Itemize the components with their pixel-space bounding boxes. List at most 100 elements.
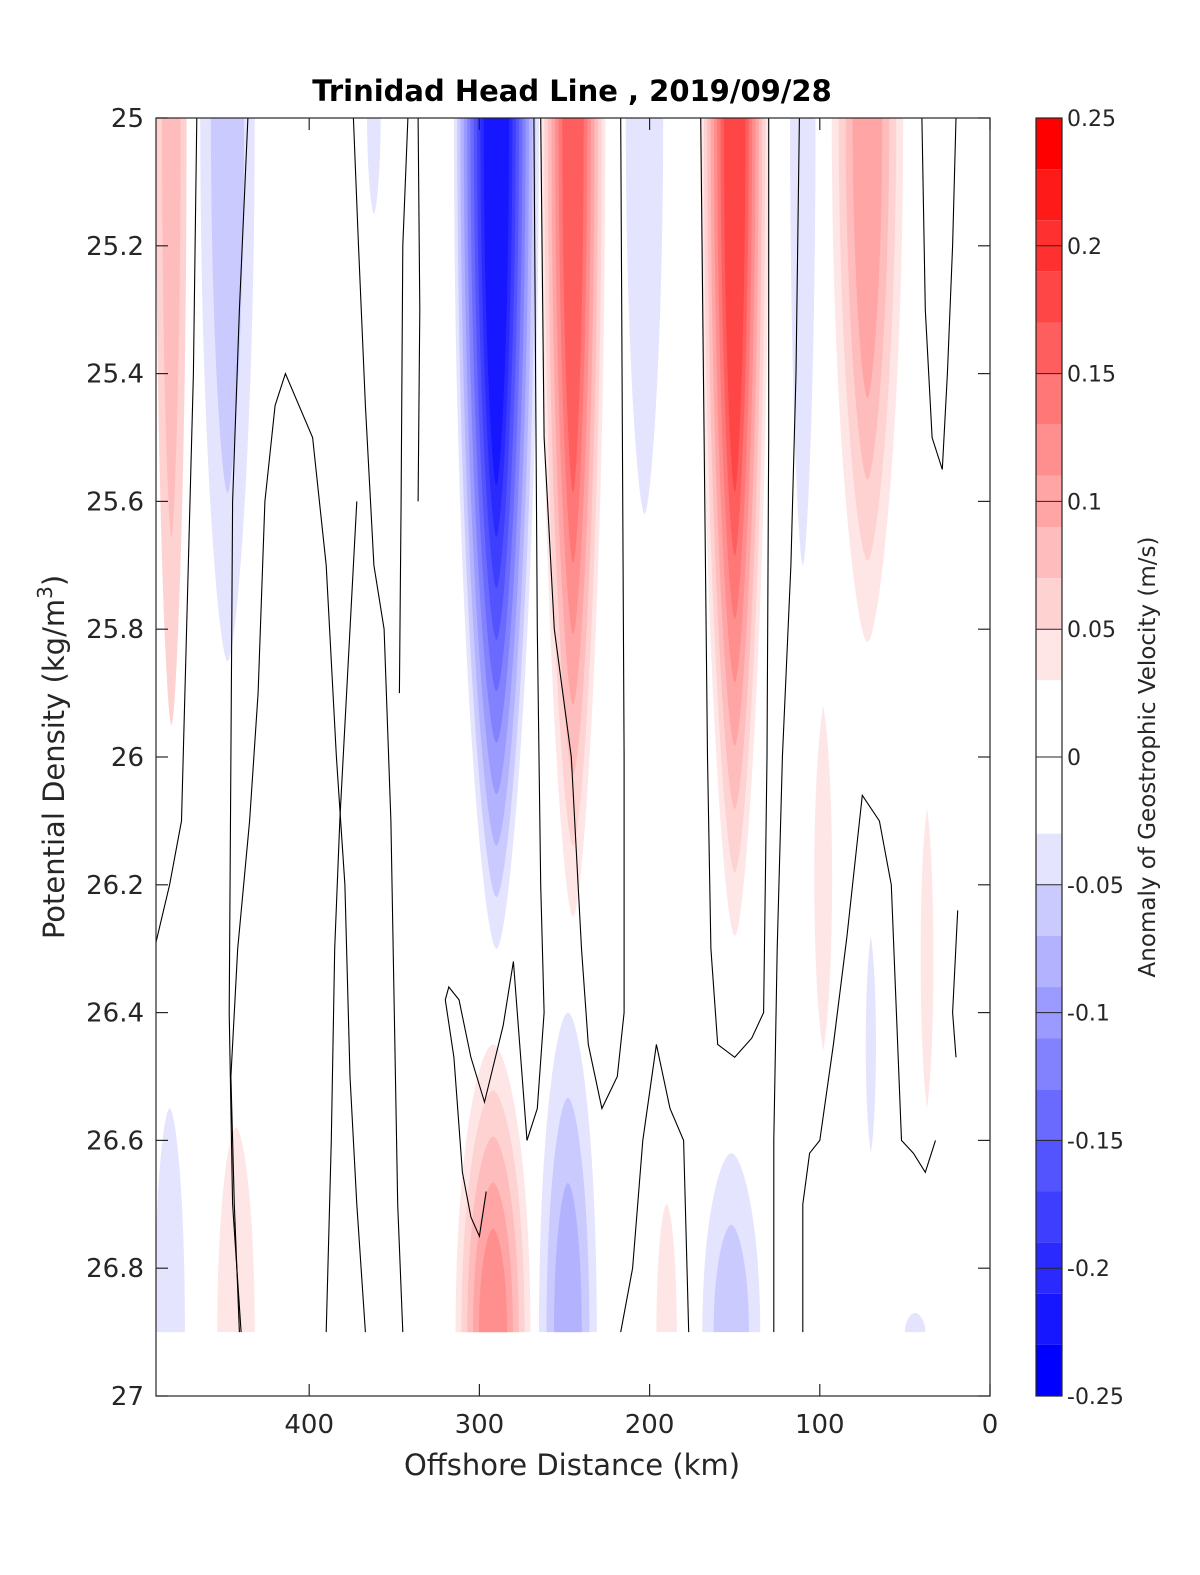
zero-contour-zc-3: [230, 372, 366, 1333]
zero-contour-zc-10: [620, 1044, 690, 1333]
colorbar-band-14: [1036, 935, 1062, 988]
zero-contour-zc-5: [398, 118, 409, 694]
anomaly-level-red-100-mid-0: [814, 705, 833, 1051]
x-tick-label-300: 300: [455, 1410, 505, 1440]
zero-contour-zc-14: [921, 118, 957, 470]
colorbar-band-21: [1036, 1293, 1062, 1345]
x-tick-label-400: 400: [284, 1410, 334, 1440]
x-axis: 400 300 200 100 0: [284, 118, 998, 1440]
anomaly-blue-70-mid: [865, 935, 876, 1154]
anomaly-blue-core-290: [453, 118, 539, 949]
anomaly-fill-layer: [156, 118, 934, 1333]
chart-title: Trinidad Head Line , 2019/09/28: [312, 74, 832, 108]
y-tick-label-26.4: 26.4: [86, 999, 144, 1029]
x-axis-label: Offshore Distance (km): [404, 1448, 740, 1482]
colorbar-band-5: [1036, 373, 1062, 425]
colorbar-tick-label-0.05: 0.05: [1067, 618, 1116, 643]
anomaly-level-red-450-deep-0: [217, 1127, 255, 1333]
anomaly-red-450-deep: [217, 1127, 255, 1333]
colorbar-band-9: [1036, 578, 1062, 630]
colorbar-band-12: [1036, 833, 1062, 885]
zero-contour-zc-9: [540, 118, 625, 1111]
colorbar-band-4: [1036, 322, 1062, 374]
anomaly-red-290-deep: [455, 1044, 531, 1333]
colorbar-band-10: [1036, 629, 1062, 681]
anomaly-level-blue-250-deep-2: [554, 1183, 582, 1333]
y-axis: 25 25.2 25.4 25.6 25.8 26 26.2 26.4 26.6 26.8 27: [86, 104, 990, 1412]
colorbar-band-0: [1036, 118, 1062, 170]
y-tick-label-26.6: 26.6: [86, 1126, 144, 1156]
x-tick-label-100: 100: [795, 1410, 845, 1440]
zero-contour-zc-11: [700, 118, 770, 1059]
colorbar-band-16: [1036, 1038, 1062, 1090]
anomaly-level-red-40-mid-0: [920, 808, 934, 1109]
anomaly-red-edge-top: [156, 118, 187, 726]
colorbar-band-13: [1036, 884, 1062, 936]
zero-contour-zc-6: [325, 501, 358, 1333]
colorbar-tick-label-0: 0: [1067, 746, 1081, 771]
anomaly-level-red-190-deep-0: [656, 1204, 677, 1333]
x-tick-label-200: 200: [625, 1410, 675, 1440]
anomaly-level-red-70-upper-3: [852, 118, 883, 399]
zero-contour-zc-13: [802, 793, 937, 1333]
anomaly-blue-45-deep: [904, 1312, 926, 1333]
colorbar-band-1: [1036, 169, 1062, 221]
anomaly-blue-200-upper: [625, 118, 664, 515]
colorbar-tick-label--0.2: -0.2: [1067, 1257, 1110, 1282]
zero-contour-layer: [156, 118, 959, 1333]
anomaly-level-red-core-245-6: [562, 118, 584, 493]
zero-contour-zc-12: [773, 118, 800, 1333]
anomaly-level-blue-core-290-9: [483, 118, 510, 486]
y-tick-label-26.2: 26.2: [86, 871, 144, 901]
anomaly-level-blue-45-deep-0: [904, 1312, 926, 1333]
colorbar-tick-label-0.1: 0.1: [1067, 490, 1102, 515]
colorbar-tick-label--0.1: -0.1: [1067, 1002, 1110, 1027]
colorbar-band-22: [1036, 1344, 1062, 1396]
colorbar-band-8: [1036, 526, 1062, 579]
colorbar-band-18: [1036, 1140, 1062, 1192]
anomaly-level-blue-360-small-0: [367, 118, 381, 214]
anomaly-red-core-245: [540, 118, 606, 917]
anomaly-red-70-upper: [831, 118, 904, 642]
anomaly-level-blue-480-deep-0: [156, 1108, 185, 1333]
y-tick-label-26.8: 26.8: [86, 1254, 144, 1284]
anomaly-red-40-mid: [920, 808, 934, 1109]
colorbar-tick-label-0.15: 0.15: [1067, 363, 1116, 388]
zero-contour-zc-4: [352, 118, 404, 1333]
anomaly-blue-360-small: [367, 118, 381, 214]
colorbar-band-19: [1036, 1191, 1062, 1243]
zero-contour-zc-2: [228, 118, 249, 1333]
colorbar-tick-label--0.05: -0.05: [1067, 874, 1124, 899]
colorbar: 0.25 0.2 0.15 0.1 0.05 0 -0.05 -0.1 -0.15 -0.2 -0.…: [1035, 107, 1124, 1410]
colorbar-label: Anomaly of Geostrophic Velocity (m/s): [1135, 537, 1161, 978]
colorbar-tick-label--0.15: -0.15: [1067, 1129, 1124, 1154]
anomaly-level-blue-110-upper-0: [790, 118, 816, 566]
colorbar-band-17: [1036, 1089, 1062, 1141]
anomaly-level-red-290-deep-4: [478, 1228, 508, 1333]
y-tick-label-26: 26: [111, 743, 144, 773]
y-tick-label-25.6: 25.6: [86, 487, 144, 517]
colorbar-tick-label-0.2: 0.2: [1067, 235, 1102, 260]
y-axis-label: Potential Density (kg/m3): [33, 575, 71, 939]
colorbar-tick-label--0.25: -0.25: [1067, 1385, 1124, 1410]
colorbar-tick-label-0.25: 0.25: [1067, 107, 1116, 132]
zero-contour-zc-8: [444, 118, 545, 1239]
y-tick-label-25.2: 25.2: [86, 232, 144, 262]
colorbar-band-3: [1036, 271, 1062, 323]
anomaly-level-blue-200-upper-0: [625, 118, 664, 515]
y-tick-label-25.8: 25.8: [86, 615, 144, 645]
anomaly-red-190-deep: [656, 1204, 677, 1333]
zero-contour-zc-1: [156, 118, 198, 943]
anomaly-level-red-core-150-7: [723, 118, 746, 493]
anomaly-blue-250-deep: [538, 1012, 597, 1333]
x-tick-label-0: 0: [982, 1410, 999, 1440]
anomaly-red-core-150: [700, 118, 769, 936]
anomaly-red-100-mid: [814, 705, 833, 1051]
anomaly-blue-150-deep: [702, 1153, 761, 1333]
anomaly-blue-480-deep: [156, 1108, 185, 1333]
zero-contour-zc-15: [952, 910, 959, 1058]
anomaly-blue-110-upper: [790, 118, 816, 566]
anomaly-level-blue-70-mid-0: [865, 935, 876, 1154]
anomaly-level-blue-150-deep-1: [713, 1224, 749, 1333]
